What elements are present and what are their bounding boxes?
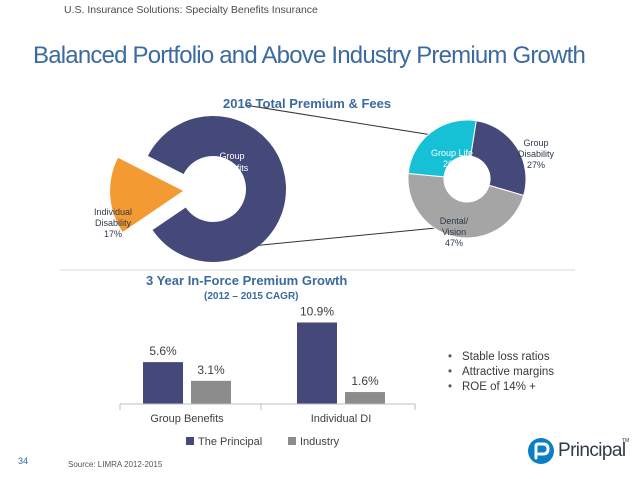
bullet-item: Attractive margins: [448, 365, 554, 380]
slice-dental-vision: [407, 172, 525, 239]
breadcrumb: U.S. Insurance Solutions: Specialty Bene…: [64, 4, 318, 16]
bar: [345, 392, 385, 404]
bar-value-label: 1.6%: [351, 374, 379, 388]
total-premium-title: 2016 Total Premium & Fees: [223, 96, 392, 111]
bar-value-label: 5.6%: [149, 344, 177, 358]
bar: [191, 380, 231, 404]
bar-value-label: 3.1%: [197, 363, 225, 377]
connector-line-top: [244, 104, 433, 136]
label-group-benefits: Group Benefits 83%: [216, 151, 249, 185]
legend-swatch: [186, 437, 194, 445]
category-label: Individual DI: [311, 413, 372, 425]
category-label: Group Benefits: [150, 413, 224, 425]
principal-logo-tm: TM: [622, 438, 630, 444]
bar: [143, 362, 183, 404]
bar: [297, 322, 337, 404]
legend-swatch: [288, 437, 296, 445]
page-number: 34: [18, 456, 29, 466]
legend-label: The Principal: [198, 436, 262, 448]
growth-title: 3 Year In-Force Premium Growth: [146, 273, 348, 288]
slice-group-benefits: [147, 116, 287, 262]
label-group-life: Group Life 26%: [431, 148, 473, 169]
principal-logo: Principal TM: [527, 433, 630, 473]
group-benefits-breakdown-donut: Group Life 26% Group Disability 27% Dental/Vi…: [407, 119, 555, 248]
growth-bar-chart: 5.6% 3.1% Group Benefits 10.9% 1.6% Individua…: [119, 305, 416, 448]
source-note: Source: LIMRA 2012-2015: [68, 460, 163, 469]
bullet-item: ROE of 14% +: [448, 380, 554, 395]
bar-value-label: 10.9%: [300, 305, 334, 319]
group-benefits-pie: Group Benefits 83% Individual Disability 17%: [94, 116, 287, 262]
growth-subtitle: (2012 – 2015 CAGR): [204, 291, 299, 302]
bullet-item: Stable loss ratios: [448, 350, 554, 365]
label-individual-disability: Individual Disability 17%: [94, 207, 132, 239]
label-group-disability: Group Disability 27%: [518, 138, 555, 170]
portfolio-charts: Group Benefits 83%Individual Disability 17% …: [60, 104, 575, 271]
slice-group-life: [407, 119, 477, 178]
slice-group-disability: [470, 120, 527, 197]
slice-individual-disability: [110, 157, 184, 232]
principal-logo-icon: [528, 438, 554, 464]
principal-logo-text: Principal: [558, 440, 626, 461]
label-dental-vision: Dental/Vision 47%: [440, 216, 469, 248]
page-title: Balanced Portfolio and Above Industry Pr…: [33, 42, 586, 69]
bullet-list: Stable loss ratios Attractive margins RO…: [448, 350, 554, 395]
legend-label: Industry: [300, 436, 340, 448]
